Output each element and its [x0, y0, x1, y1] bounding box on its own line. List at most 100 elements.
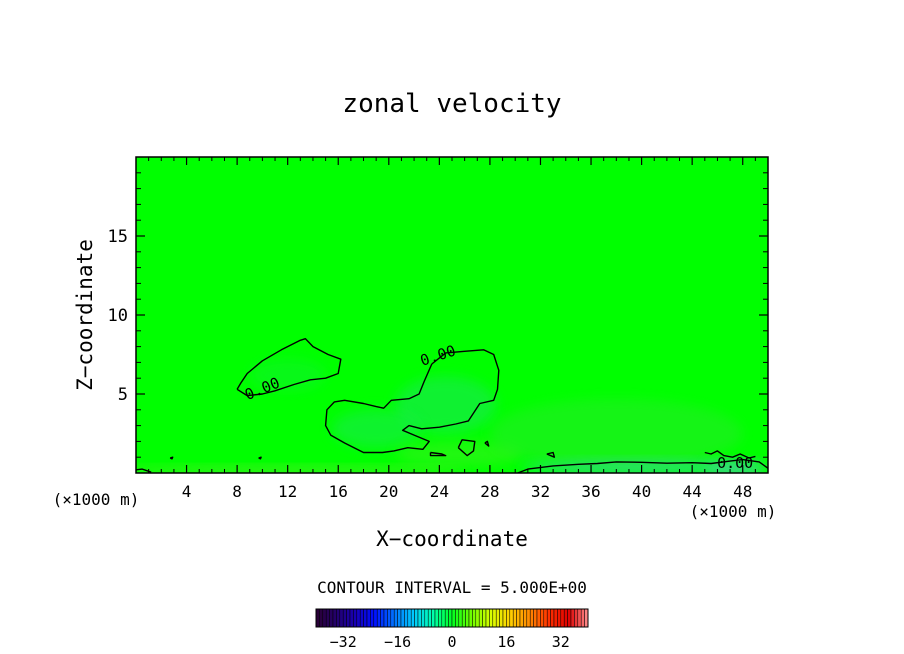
- colorbar-cell: [342, 608, 347, 628]
- colorbar-cell: [485, 608, 490, 628]
- colorbar-cell: [441, 608, 446, 628]
- x-tick-label: 20: [379, 482, 398, 501]
- plot-frame: [135, 156, 769, 474]
- colorbar-cell: [577, 608, 582, 628]
- plot-area: 0.000.000.00: [135, 156, 769, 474]
- zero-contour-line: [236, 338, 342, 397]
- colorbar-cell: [346, 608, 351, 628]
- colorbar-cell: [400, 608, 405, 628]
- zero-contour-line: [457, 439, 476, 457]
- zero-contour-line: [517, 458, 768, 473]
- colorbar-cell: [390, 608, 395, 628]
- colorbar-cell: [407, 608, 412, 628]
- velocity-anomaly: [395, 441, 522, 467]
- x-tick-label: 36: [581, 482, 600, 501]
- colorbar-cell: [516, 608, 521, 628]
- zero-contours: [136, 338, 768, 473]
- colorbar-cell: [529, 608, 534, 628]
- colorbar-cell: [414, 608, 419, 628]
- colorbar-cell: [495, 608, 500, 628]
- contour-label: 0.00: [717, 454, 753, 472]
- colorbar-cell: [363, 608, 368, 628]
- velocity-anomaly: [704, 461, 768, 473]
- colorbar-cell: [553, 608, 558, 628]
- colorbar-cell: [482, 608, 487, 628]
- colorbar-cell: [353, 608, 358, 628]
- colorbar-cell: [468, 608, 473, 628]
- colorbar-cell: [404, 608, 409, 628]
- colorbar-cell: [502, 608, 507, 628]
- colorbar-cell: [580, 608, 585, 628]
- x-tick-label: 32: [531, 482, 550, 501]
- colorbar-cell: [359, 608, 364, 628]
- colorbar-cell: [574, 608, 579, 628]
- colorbar-cell: [427, 608, 432, 628]
- colorbar-cell: [519, 608, 524, 628]
- colorbar-tick-label: 32: [552, 633, 570, 651]
- zero-contour-line: [484, 440, 490, 447]
- colorbar-cell: [567, 608, 572, 628]
- colorbar-cell: [424, 608, 429, 628]
- y-tick-label: 10: [108, 306, 128, 326]
- x-tick-label: 4: [182, 482, 192, 501]
- colorbar-cell: [356, 608, 361, 628]
- colorbar-cell: [319, 608, 324, 628]
- colorbar-cell: [543, 608, 548, 628]
- x-tick-label: 12: [278, 482, 297, 501]
- colorbar-cell: [570, 608, 575, 628]
- zero-contour-line: [704, 450, 756, 459]
- colorbar-cell: [376, 608, 381, 628]
- colorbar-cell: [557, 608, 562, 628]
- y-tick-label: 15: [108, 227, 128, 247]
- colorbar-cell: [509, 608, 514, 628]
- colorbar-cell: [489, 608, 494, 628]
- colorbar-cell: [393, 608, 398, 628]
- velocity-anomalies: [136, 359, 768, 473]
- velocity-anomaly: [489, 398, 743, 469]
- colorbar-cell: [560, 608, 565, 628]
- colorbar-cell: [536, 608, 541, 628]
- zero-contour-line: [324, 349, 500, 454]
- x-tick-label: 24: [430, 482, 449, 501]
- colorbar-cell: [492, 608, 497, 628]
- colorbar: [315, 608, 589, 628]
- colorbar-cell: [332, 608, 337, 628]
- colorbar-tick-label: −32: [330, 633, 357, 651]
- contour-interval-text: CONTOUR INTERVAL = 5.000E+00: [317, 578, 587, 597]
- colorbar-cell: [438, 608, 443, 628]
- x-tick-label: 8: [232, 482, 242, 501]
- colorbar-cell: [431, 608, 436, 628]
- chart-title: zonal velocity: [342, 89, 561, 119]
- velocity-anomaly: [331, 409, 421, 448]
- x-tick-label: 16: [329, 482, 348, 501]
- x-tick-label: 40: [632, 482, 651, 501]
- y-axis-label: Z−coordinate: [73, 239, 97, 391]
- colorbar-cell: [315, 608, 320, 628]
- colorbar-cell: [387, 608, 392, 628]
- zero-contour-line: [169, 456, 174, 460]
- colorbar-frame: [315, 608, 589, 628]
- x-axis-label: X−coordinate: [376, 527, 528, 551]
- y-tick-labels: 5 10 15: [108, 227, 128, 405]
- colorbar-cell: [475, 608, 480, 628]
- colorbar-cell: [373, 608, 378, 628]
- colorbar-cell: [383, 608, 388, 628]
- colorbar-cell: [533, 608, 538, 628]
- velocity-anomaly: [249, 359, 326, 391]
- zero-contour-line: [429, 451, 447, 457]
- colorbar-cell: [366, 608, 371, 628]
- x-tick-label: 44: [683, 482, 702, 501]
- colorbar-cell: [458, 608, 463, 628]
- zero-contour-line: [546, 451, 556, 458]
- colorbar-cell: [550, 608, 555, 628]
- colorbar-cell: [472, 608, 477, 628]
- x-unit-label-left: (×1000 m): [53, 490, 140, 509]
- colorbar-cell: [410, 608, 415, 628]
- colorbar-cell: [584, 608, 589, 628]
- colorbar-tick-label: −16: [384, 633, 411, 651]
- colorbar-cell: [444, 608, 449, 628]
- colorbar-cell: [349, 608, 354, 628]
- y-tick-label: 5: [118, 385, 128, 405]
- x-tick-labels: 4 8 12 16 20 24 28 32 36 40 44 48: [182, 482, 753, 501]
- colorbar-cell: [526, 608, 531, 628]
